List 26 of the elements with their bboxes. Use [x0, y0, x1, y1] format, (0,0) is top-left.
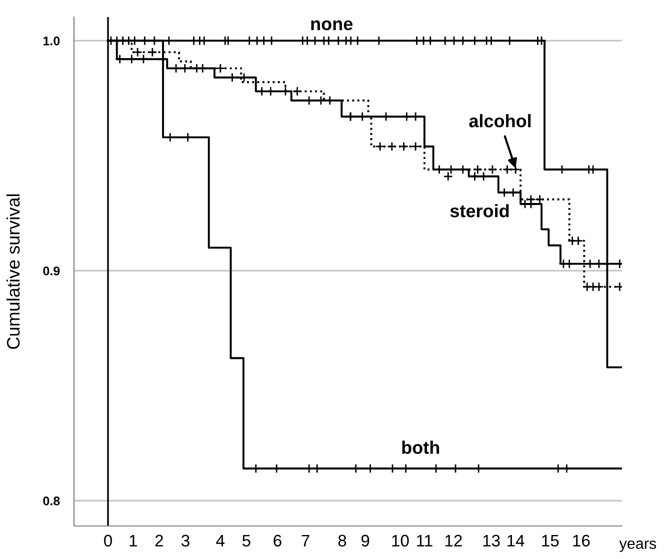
annotation: none	[311, 20, 353, 30]
x-tick-label: 10	[392, 534, 409, 547]
annotation: alcohol	[469, 114, 531, 128]
x-tick-label: 1	[130, 534, 137, 546]
x-tick-label: 3	[181, 534, 190, 547]
x-tick-label: 8	[338, 534, 346, 547]
y-tick-label: 0.9	[43, 266, 60, 276]
y-tick-label: 0.8	[43, 496, 60, 506]
x-tick-label: 0	[104, 534, 112, 547]
x-tick-label: 7	[302, 534, 310, 546]
x-tick-label: 15	[542, 534, 559, 547]
x-tick-label: 5	[242, 534, 250, 547]
y-axis-title: Cumulative survival	[6, 194, 20, 349]
x-tick-label: 11	[417, 534, 432, 546]
y-tick-label: 1.0	[44, 36, 60, 46]
x-tick-label: 6	[274, 534, 282, 547]
annotation: steroid	[450, 204, 509, 218]
x-tick-label: 13	[483, 534, 500, 547]
x-tick-label: 14	[508, 534, 524, 546]
x-tick-label: 16	[573, 534, 590, 547]
x-tick-label: 4	[216, 534, 225, 546]
annotation: both	[402, 440, 440, 454]
x-tick-label: 12	[445, 534, 462, 546]
x-axis-title: years	[619, 540, 656, 552]
x-tick-label: 2	[155, 534, 163, 546]
x-tick-label: 9	[361, 534, 370, 547]
